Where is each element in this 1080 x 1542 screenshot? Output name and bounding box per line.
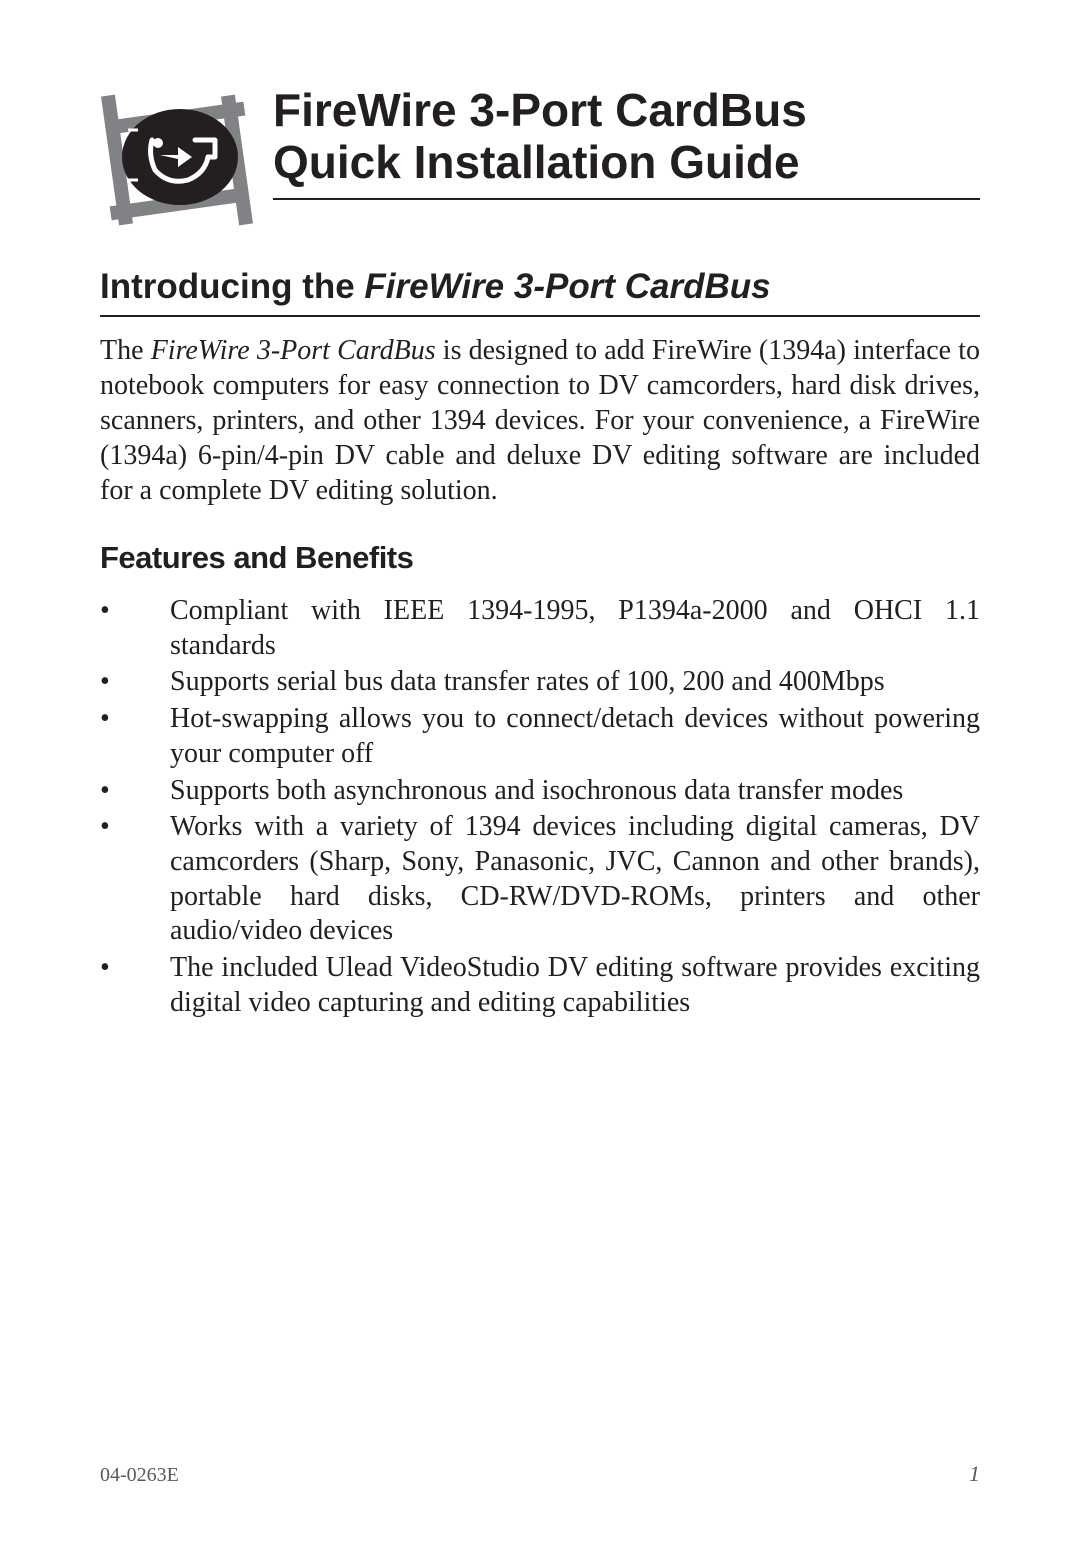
list-item: Supports both asynchronous and isochrono…	[100, 774, 980, 809]
intro-paragraph: The FireWire 3-Port CardBus is designed …	[100, 333, 980, 508]
list-item: Compliant with IEEE 1394-1995, P1394a-20…	[100, 594, 980, 663]
title-block: FireWire 3-Port CardBus Quick Installati…	[273, 85, 980, 200]
list-item: Works with a variety of 1394 devices inc…	[100, 810, 980, 949]
product-logo	[100, 85, 255, 235]
features-list: Compliant with IEEE 1394-1995, P1394a-20…	[100, 594, 980, 1021]
subsection-heading-features: Features and Benefits	[100, 540, 980, 576]
intro-product-name: FireWire 3-Port CardBus	[151, 335, 436, 366]
section-heading-prefix: Introducing the	[100, 267, 364, 306]
document-title: FireWire 3-Port CardBus Quick Installati…	[273, 85, 980, 188]
section-heading-intro: Introducing the FireWire 3-Port CardBus	[100, 267, 980, 317]
section-heading-product: FireWire 3-Port CardBus	[364, 267, 770, 306]
page-footer: 04-0263E 1	[100, 1461, 980, 1487]
list-item: Hot-swapping allows you to connect/detac…	[100, 702, 980, 771]
document-code: 04-0263E	[100, 1464, 179, 1487]
title-divider	[273, 198, 980, 200]
header-section: FireWire 3-Port CardBus Quick Installati…	[100, 85, 980, 235]
list-item: Supports serial bus data transfer rates …	[100, 665, 980, 700]
page-number: 1	[969, 1461, 980, 1487]
title-line-2: Quick Installation Guide	[273, 136, 800, 188]
list-item: The included Ulead VideoStudio DV editin…	[100, 951, 980, 1020]
intro-prefix: The	[100, 335, 151, 366]
title-line-1: FireWire 3-Port CardBus	[273, 84, 807, 136]
